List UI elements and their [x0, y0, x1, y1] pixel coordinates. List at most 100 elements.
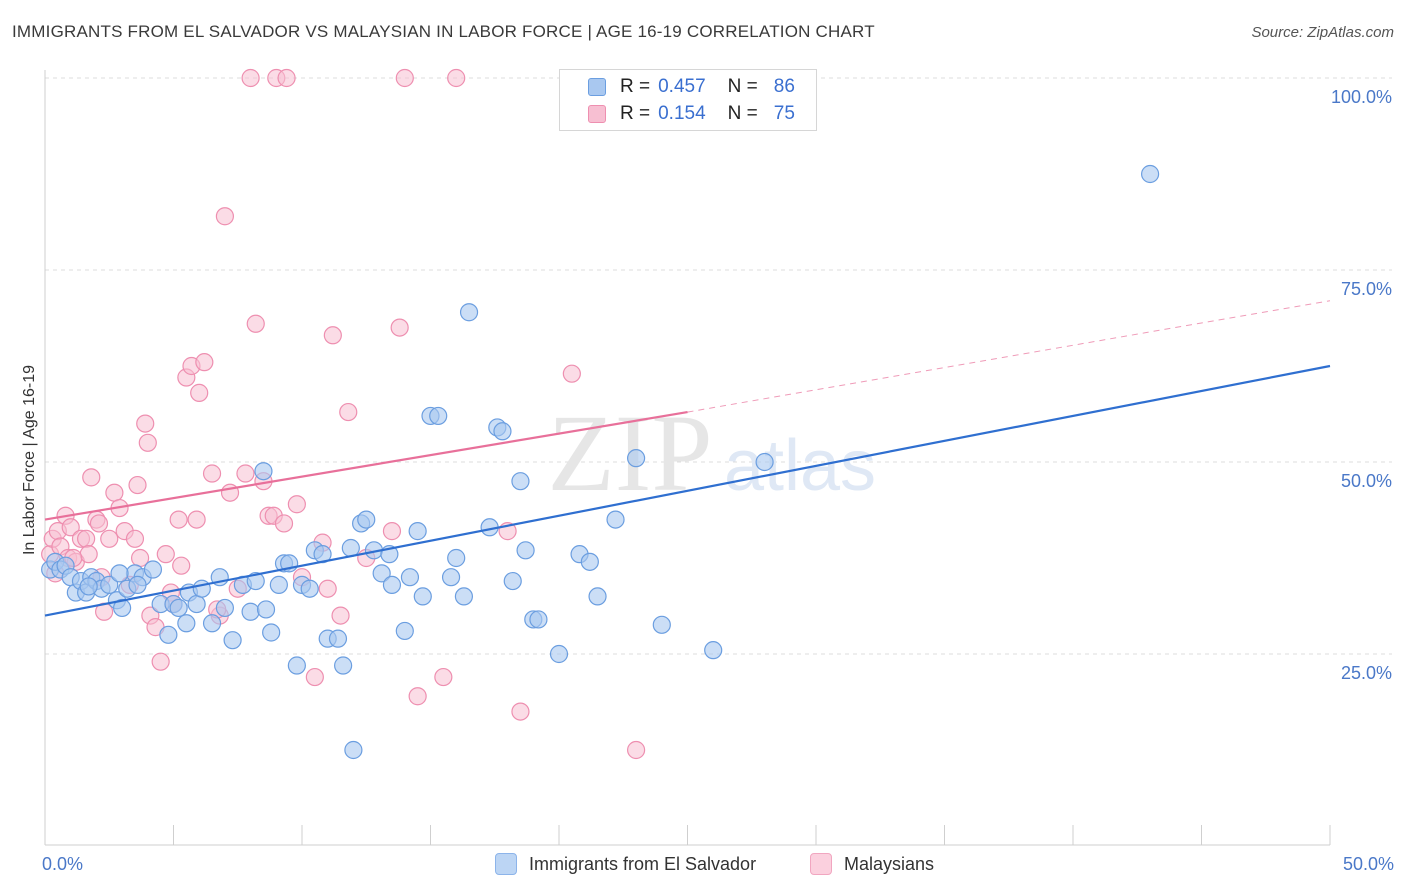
malaysians-point [156, 545, 175, 564]
el-salvador-point [447, 548, 466, 568]
legend-n-label: N = [727, 76, 758, 97]
malaysians-point [390, 318, 409, 337]
el-salvador-point [177, 614, 196, 633]
el-salvador-point [382, 575, 402, 594]
malaysians-point [77, 529, 96, 548]
x-tick-label: 0.0% [42, 854, 83, 874]
el-salvador-point [269, 575, 288, 594]
el-salvador-point [459, 303, 479, 322]
legend-row-malaysians: R = 0.154 N = 75 [588, 102, 795, 126]
source-label: Source: ZipAtlas.com [1251, 24, 1394, 41]
el-salvador-point [755, 452, 774, 472]
el-salvador-point [79, 577, 98, 596]
malaysians-point [195, 353, 214, 372]
el-salvador-point [704, 641, 723, 660]
malaysians-point [105, 483, 124, 502]
legend-row-el-salvador: R = 0.457 N = 86 [588, 75, 795, 99]
el-salvador-point [187, 594, 206, 614]
el-salvador-point [441, 568, 461, 587]
el-salvador-point [413, 587, 432, 606]
malaysians-point [138, 433, 157, 452]
malaysians-point [202, 464, 222, 483]
el-salvador-point [128, 575, 147, 594]
el-salvador-point [357, 510, 376, 529]
y-tick-label: 100.0% [1331, 87, 1392, 107]
el-salvador-point [1140, 164, 1160, 184]
el-salvador-point [549, 644, 569, 664]
el-salvador-point [241, 602, 260, 621]
legend-swatch-blue [495, 853, 517, 875]
malaysians-point [169, 510, 188, 529]
el-salvador-point [454, 587, 474, 606]
tick-labels: 100.0% 75.0% 50.0% 25.0% 0.0% 50.0% [42, 87, 1394, 874]
el-salvador-point [300, 579, 319, 598]
el-salvador-point [580, 552, 599, 571]
el-salvador-point [246, 571, 265, 591]
legend-r-value: 0.457 [658, 76, 706, 97]
correlation-legend: R = 0.457 N = 86 R = 0.154 N = 75 [559, 69, 817, 131]
legend-label-el-salvador: Immigrants from El Salvador [529, 853, 757, 874]
malaysians-point [511, 702, 530, 721]
el-salvador-point [429, 406, 448, 426]
el-salvador-point [400, 568, 420, 587]
malaysians-point [89, 514, 109, 533]
malaysians-point [136, 414, 155, 433]
malaysians-point [125, 529, 145, 548]
legend-item-el-salvador[interactable]: Immigrants from El Salvador [495, 850, 756, 878]
el-salvador-point [652, 615, 671, 634]
malaysians-point [151, 652, 170, 671]
malaysians-point [434, 667, 453, 687]
malaysians-point [339, 402, 358, 422]
chart-title: IMMIGRANTS FROM EL SALVADOR VS MALAYSIAN… [12, 22, 875, 41]
el-salvador-point [192, 579, 211, 598]
malaysians-point [215, 207, 234, 226]
el-salvador-point [143, 560, 163, 579]
malaysians-point [79, 545, 98, 564]
x-tick-label: 50.0% [1343, 854, 1394, 874]
malaysians-point [82, 468, 101, 487]
el-salvador-point [344, 740, 363, 760]
el-salvador-point [100, 575, 119, 594]
malaysians-point [331, 606, 350, 625]
malaysians-point [241, 68, 260, 88]
legend-r-label: R = [620, 103, 651, 124]
malaysians-point [395, 68, 414, 88]
el-salvador-point [110, 564, 129, 583]
malaysians-point [287, 495, 306, 514]
legend-r-value: 0.154 [658, 103, 706, 124]
legend-item-malaysians[interactable]: Malaysians [810, 850, 934, 878]
el-salvador-point [529, 610, 548, 629]
el-salvador-point [112, 598, 132, 618]
malaysians-point [187, 510, 206, 529]
malaysians-point [305, 667, 324, 687]
el-salvador-point [626, 449, 646, 468]
malaysians-point [128, 475, 147, 495]
malaysians-point [408, 687, 427, 706]
el-salvador-trend-line [44, 364, 1331, 617]
legend-n-value: 86 [773, 76, 795, 97]
grid-lines [45, 77, 1392, 655]
y-tick-label: 50.0% [1341, 471, 1392, 491]
y-tick-label: 75.0% [1341, 279, 1392, 299]
el-salvador-point [202, 614, 222, 633]
el-salvador-point [372, 564, 391, 583]
legend-label-malaysians: Malaysians [844, 853, 935, 874]
malaysians-point [382, 522, 402, 541]
el-salvador-point [254, 462, 273, 481]
axes [44, 70, 1331, 846]
el-salvador-point [159, 625, 178, 644]
malaysians-point [236, 464, 255, 483]
el-salvador-point [256, 600, 276, 619]
malaysians-point [626, 740, 646, 760]
legend-swatch-blue [588, 78, 606, 96]
malaysians-point [190, 383, 209, 402]
watermark: ZIP atlas [548, 392, 877, 514]
malaysians-point [277, 68, 296, 88]
el-salvador-point [588, 587, 607, 606]
el-salvador-point [287, 656, 306, 675]
el-salvador-point [408, 522, 427, 541]
legend-swatch-pink [588, 105, 606, 123]
malaysians-point [562, 364, 581, 383]
el-salvador-point [511, 472, 530, 491]
